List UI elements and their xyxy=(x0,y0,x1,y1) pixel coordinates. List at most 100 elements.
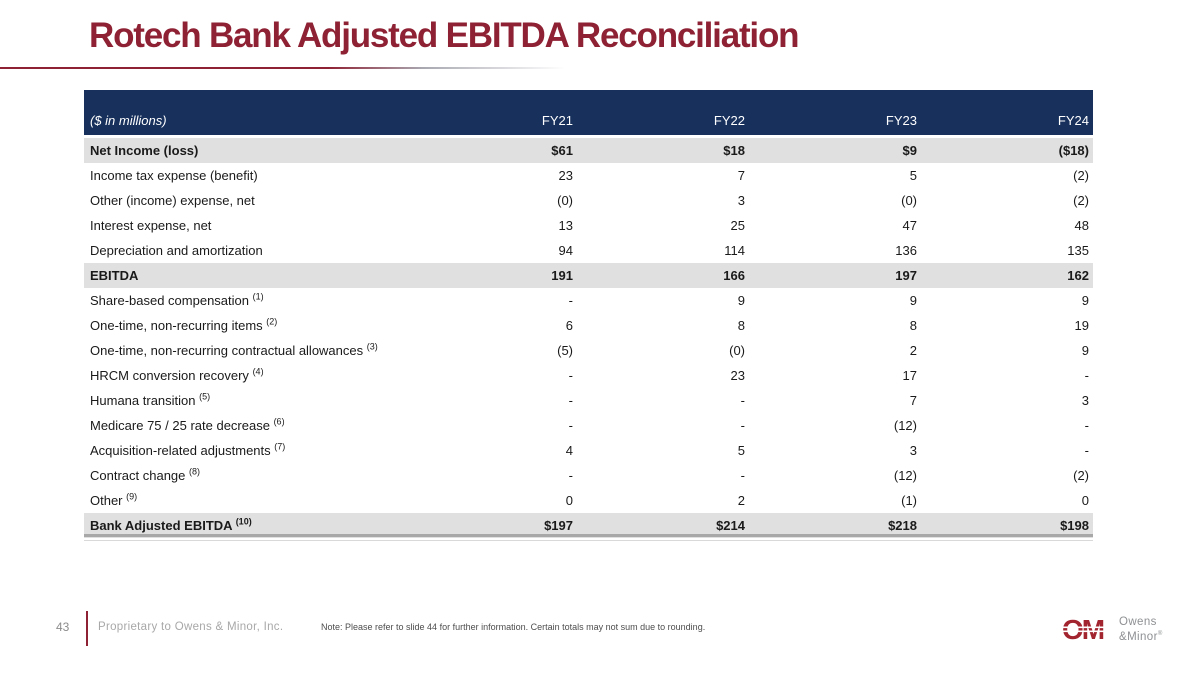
om-monogram-text: OM xyxy=(1062,614,1104,645)
table-row: HRCM conversion recovery (4) - 23 17 - xyxy=(84,363,1093,388)
row-value: - xyxy=(740,392,745,408)
row-value: - xyxy=(740,417,745,433)
row-value: $218 xyxy=(749,513,921,538)
row-value: 19 xyxy=(1074,317,1089,333)
row-value: - xyxy=(568,392,573,408)
row-value: - xyxy=(1084,442,1089,458)
logo-wordmark-line2: &Minor® xyxy=(1119,630,1163,643)
row-value: 7 xyxy=(737,167,745,183)
table-header-row: ($ in millions) FY21 FY22 FY23 FY24 xyxy=(84,90,1093,137)
table-row: One-time, non-recurring contractual allo… xyxy=(84,338,1093,363)
logo-wordmark: Owens &Minor® xyxy=(1119,616,1163,643)
row-value: (1) xyxy=(901,492,917,508)
table-row: Depreciation and amortization 94 114 136 135 xyxy=(84,238,1093,263)
row-label: Income tax expense (benefit) xyxy=(90,167,258,183)
row-footnote-ref: (7) xyxy=(274,441,286,452)
row-value: 136 xyxy=(895,242,917,258)
table-row: Net Income (loss) $61 $18 $9 ($18) xyxy=(84,135,1093,163)
footer-divider-bar xyxy=(86,611,88,646)
table-bottom-rule xyxy=(84,534,1093,537)
table-body: Net Income (loss) $61 $18 $9 ($18) Income tax… xyxy=(84,135,1093,538)
table-row: Share-based compensation (1) - 9 9 9 xyxy=(84,288,1093,313)
row-value: $9 xyxy=(749,135,921,163)
row-label: Depreciation and amortization xyxy=(90,242,263,258)
row-value: 47 xyxy=(902,217,917,233)
row-value: 25 xyxy=(730,217,745,233)
row-value: 135 xyxy=(1067,242,1089,258)
row-label: One-time, non-recurring items (2) xyxy=(90,316,278,333)
table-header: ($ in millions) FY21 FY22 FY23 FY24 xyxy=(84,90,1093,137)
ebitda-reconciliation-table: ($ in millions) FY21 FY22 FY23 FY24 Net … xyxy=(84,90,1093,538)
row-label: Interest expense, net xyxy=(90,217,212,233)
row-footnote-ref: (3) xyxy=(366,341,378,352)
table-row: Other (9) 0 2 (1) 0 xyxy=(84,488,1093,513)
row-value: 4 xyxy=(565,442,573,458)
row-value: 197 xyxy=(749,263,921,288)
row-label: Medicare 75 / 25 rate decrease (6) xyxy=(90,416,285,433)
row-value: 8 xyxy=(737,317,745,333)
footer-proprietary-text: Proprietary to Owens & Minor, Inc. xyxy=(98,621,284,633)
row-value: 48 xyxy=(1074,217,1089,233)
registered-mark: ® xyxy=(1157,631,1163,638)
table-row: Acquisition-related adjustments (7) 4 5 3 - xyxy=(84,438,1093,463)
row-footnote-ref: (9) xyxy=(126,491,138,502)
row-label: Acquisition-related adjustments (7) xyxy=(90,441,286,458)
row-value: 2 xyxy=(737,492,745,508)
row-value: 17 xyxy=(902,367,917,383)
row-value: $61 xyxy=(405,135,577,163)
row-value: 3 xyxy=(737,192,745,208)
row-value: (12) xyxy=(893,417,917,433)
row-value: (12) xyxy=(893,467,917,483)
row-label: Humana transition (5) xyxy=(90,391,211,408)
logo-wordmark-line1: Owens xyxy=(1119,616,1157,629)
om-monogram-icon: OM xyxy=(1062,614,1115,645)
row-footnote-ref: (4) xyxy=(252,366,264,377)
row-value: (5) xyxy=(557,342,573,358)
row-value: 191 xyxy=(405,263,577,288)
row-value: 5 xyxy=(909,167,917,183)
table-row: Bank Adjusted EBITDA (10) $197 $214 $218 $19… xyxy=(84,513,1093,538)
row-value: - xyxy=(740,467,745,483)
table-bottom-rule-shadow xyxy=(84,540,1093,541)
units-label: ($ in millions) xyxy=(84,90,405,137)
row-label: Bank Adjusted EBITDA (10) xyxy=(84,513,405,538)
column-header-fy22: FY22 xyxy=(577,90,749,137)
table-row: Humana transition (5) - - 7 3 xyxy=(84,388,1093,413)
column-header-fy21: FY21 xyxy=(405,90,577,137)
row-value: (0) xyxy=(729,342,745,358)
row-value: 162 xyxy=(921,263,1093,288)
row-label: Share-based compensation (1) xyxy=(90,291,264,308)
table-row: EBITDA 191 166 197 162 xyxy=(84,263,1093,288)
row-value: 2 xyxy=(909,342,917,358)
row-value: - xyxy=(568,417,573,433)
row-value: 8 xyxy=(909,317,917,333)
table-row: One-time, non-recurring items (2) 6 8 8 19 xyxy=(84,313,1093,338)
row-value: 0 xyxy=(565,492,573,508)
row-footnote-ref: (10) xyxy=(235,516,252,527)
row-value: 9 xyxy=(737,292,745,308)
row-label: HRCM conversion recovery (4) xyxy=(90,366,264,383)
row-value: 0 xyxy=(1081,492,1089,508)
table-row: Interest expense, net 13 25 47 48 xyxy=(84,213,1093,238)
row-value: 7 xyxy=(909,392,917,408)
row-label: One-time, non-recurring contractual allo… xyxy=(90,341,378,358)
column-header-fy24: FY24 xyxy=(921,90,1093,137)
row-value: ($18) xyxy=(921,135,1093,163)
footer-note: Note: Please refer to slide 44 for furth… xyxy=(321,622,706,632)
row-value: $18 xyxy=(577,135,749,163)
owens-minor-logo: OM Owens &Minor® xyxy=(1062,614,1163,645)
row-value: 13 xyxy=(558,217,573,233)
row-label: Contract change (8) xyxy=(90,466,201,483)
row-label: Other (income) expense, net xyxy=(90,192,255,208)
row-footnote-ref: (2) xyxy=(266,316,278,327)
row-footnote-ref: (6) xyxy=(273,416,285,427)
row-value: (2) xyxy=(1073,467,1089,483)
table-row: Contract change (8) - - (12) (2) xyxy=(84,463,1093,488)
slide-title: Rotech Bank Adjusted EBITDA Reconciliati… xyxy=(89,16,800,55)
page-number: 43 xyxy=(56,620,70,634)
row-value: (2) xyxy=(1073,192,1089,208)
row-label: Net Income (loss) xyxy=(84,135,405,163)
row-label: Other (9) xyxy=(90,491,138,508)
table-row: Income tax expense (benefit) 23 7 5 (2) xyxy=(84,163,1093,188)
